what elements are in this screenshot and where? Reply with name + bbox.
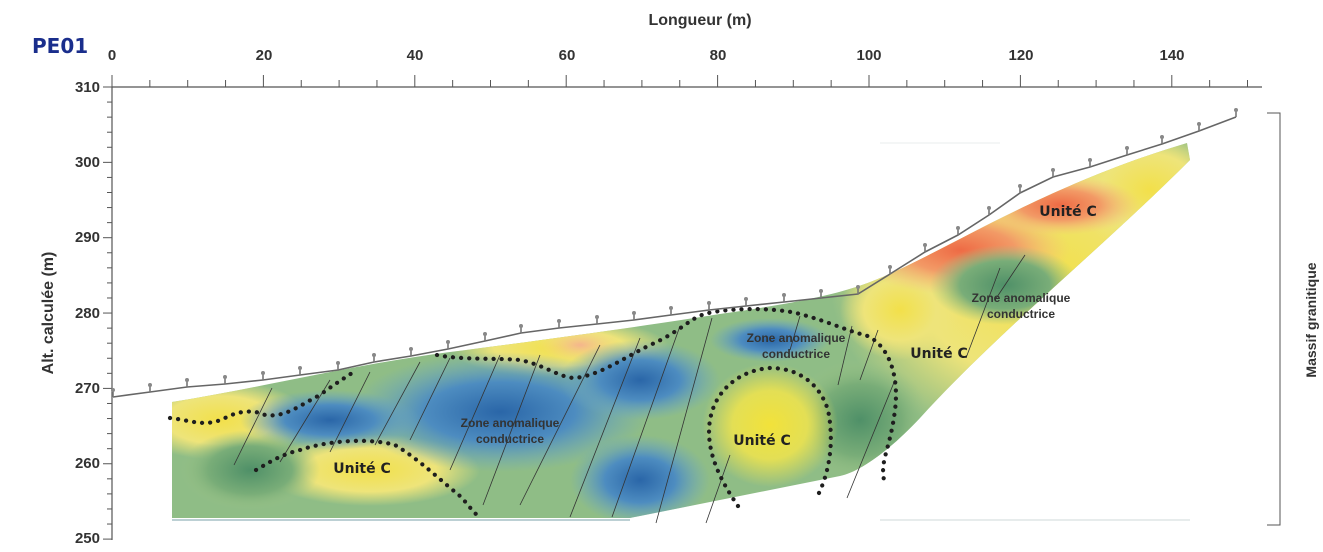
electrode — [923, 243, 927, 252]
electrode — [409, 347, 413, 356]
electrode — [1197, 122, 1201, 131]
x-axis: Longueur (m) 0 20 40 60 80 100 120 140 — [108, 12, 1262, 88]
x-tick-label: 140 — [1159, 47, 1184, 64]
electrodes — [111, 108, 1238, 397]
side-label: Massif granitique — [1303, 262, 1319, 377]
electrode — [1160, 135, 1164, 144]
electrode — [519, 324, 523, 333]
electrode — [261, 371, 265, 380]
unit-label: Unité C — [733, 433, 790, 449]
electrode — [1088, 158, 1092, 167]
zone-label-line1: Zone anomalique — [972, 291, 1071, 305]
x-tick-label: 40 — [407, 47, 424, 64]
fracture-line — [279, 379, 331, 463]
fracture-line — [705, 454, 731, 524]
x-tick-label: 0 — [108, 47, 116, 64]
fracture-line — [569, 337, 641, 518]
y-axis-title: Alt. calculée (m) — [40, 252, 57, 375]
y-tick-label: 280 — [75, 305, 100, 322]
electrode — [223, 375, 227, 384]
fracture-line — [409, 357, 451, 441]
fracture-line — [994, 254, 1026, 301]
electrode — [956, 226, 960, 235]
x-minor-ticks — [111, 75, 1248, 87]
electrode — [185, 378, 189, 387]
unit-label: Unité C — [1039, 204, 1096, 220]
fracture-line — [965, 267, 1001, 359]
electrode — [446, 340, 450, 349]
fracture-line — [482, 354, 541, 506]
electrode — [483, 332, 487, 341]
x-tick-label: 100 — [856, 47, 881, 64]
electrode — [148, 383, 152, 392]
fracture-lines — [233, 254, 1026, 524]
y-tick-label: 250 — [75, 530, 100, 547]
electrode — [111, 388, 115, 397]
fracture-line — [611, 325, 681, 518]
fracture-line — [789, 315, 801, 351]
electrode — [372, 353, 376, 362]
fracture-line — [374, 361, 421, 446]
unit-boundaries — [167, 307, 899, 517]
electrode — [669, 306, 673, 315]
y-minor-ticks — [103, 86, 112, 540]
x-tick-label: 80 — [710, 47, 727, 64]
y-tick-label: 260 — [75, 455, 100, 472]
unit-label: Unité C — [910, 346, 967, 362]
electrode — [632, 311, 636, 320]
x-axis-title: Longueur (m) — [648, 12, 751, 29]
topography-line — [112, 116, 1237, 398]
boundary-left-upper — [167, 367, 359, 426]
electrode — [888, 265, 892, 274]
y-tick-label: 270 — [75, 380, 100, 397]
fracture-line — [837, 325, 853, 386]
electrode — [707, 301, 711, 310]
fracture-line — [846, 379, 896, 499]
profile-id: PE01 — [32, 34, 88, 58]
boundary-center-unit — [706, 365, 833, 509]
x-tick-label: 20 — [256, 47, 273, 64]
electrode — [1125, 146, 1129, 155]
boundary-left-lower — [253, 438, 479, 517]
x-tick-label: 60 — [559, 47, 576, 64]
electrode — [595, 315, 599, 324]
electrode — [819, 289, 823, 298]
fracture-line — [233, 387, 273, 466]
electrode — [336, 361, 340, 370]
fracture-line — [655, 317, 713, 524]
electrode — [1234, 108, 1238, 117]
y-tick-label: 300 — [75, 154, 100, 171]
electrode — [744, 297, 748, 306]
y-tick-label: 290 — [75, 229, 100, 246]
boundary-upper — [434, 307, 899, 483]
x-tick-label: 120 — [1008, 47, 1033, 64]
resistivity-section — [172, 143, 1190, 518]
y-axis: Alt. calculée (m) 310 300 290 280 270 26… — [40, 79, 113, 547]
y-tick-label: 310 — [75, 79, 100, 96]
electrode — [1018, 184, 1022, 193]
massif-bracket — [1267, 112, 1281, 526]
fracture-line — [449, 354, 501, 471]
electrode — [557, 319, 561, 328]
electrode — [856, 285, 860, 294]
electrode — [1051, 168, 1055, 177]
zone-label-line1: Zone anomalique — [747, 331, 846, 345]
electrode — [782, 293, 786, 302]
zone-label-line2: conductrice — [762, 347, 830, 361]
fracture-line — [519, 344, 601, 506]
electrode — [987, 206, 991, 215]
zone-label-line2: conductrice — [987, 307, 1055, 321]
fracture-line — [329, 371, 371, 453]
electrode — [298, 366, 302, 375]
unit-label: Unité C — [333, 461, 390, 477]
zone-label-line2: conductrice — [476, 432, 544, 446]
zone-label-line1: Zone anomalique — [461, 416, 560, 430]
